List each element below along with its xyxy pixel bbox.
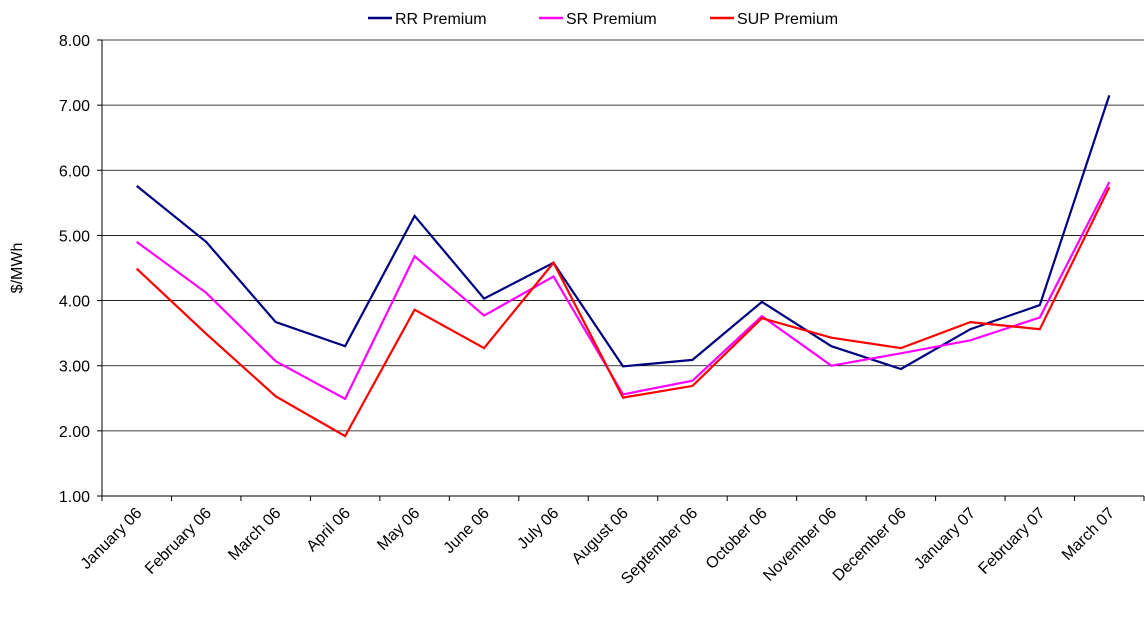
x-tick-label: April 06 — [304, 505, 354, 555]
y-tick-label: 3.00 — [59, 359, 90, 376]
y-axis-label: $/MWh — [9, 243, 26, 294]
legend-label: SUP Premium — [737, 11, 838, 28]
y-tick-label: 7.00 — [59, 98, 90, 115]
x-tick-label: July 06 — [514, 505, 562, 553]
x-tick-label: November 06 — [760, 505, 840, 585]
y-tick-label: 8.00 — [59, 33, 90, 50]
x-tick-label: January 07 — [911, 505, 979, 573]
series-line — [135, 186, 1111, 438]
legend-label: SR Premium — [566, 11, 657, 28]
x-tick-label: February 07 — [976, 505, 1049, 578]
y-tick-label: 5.00 — [59, 228, 90, 245]
series-line — [136, 95, 1111, 371]
x-tick-label: June 06 — [441, 505, 493, 557]
x-tick-label: August 06 — [569, 505, 632, 568]
x-tick-label: January 06 — [78, 505, 146, 573]
x-tick-label: December 06 — [830, 505, 910, 585]
y-tick-label: 1.00 — [59, 489, 90, 506]
x-tick-label: February 06 — [142, 505, 215, 578]
y-tick-label: 2.00 — [59, 424, 90, 441]
series-line — [136, 181, 1111, 401]
y-tick-label: 4.00 — [59, 294, 90, 311]
y-tick-label: 6.00 — [59, 163, 90, 180]
x-tick-label: October 06 — [703, 505, 771, 573]
x-tick-label: March 07 — [1059, 505, 1118, 564]
x-tick-label: May 06 — [374, 505, 423, 554]
x-tick-label: March 06 — [225, 505, 284, 564]
legend-label: RR Premium — [395, 11, 487, 28]
